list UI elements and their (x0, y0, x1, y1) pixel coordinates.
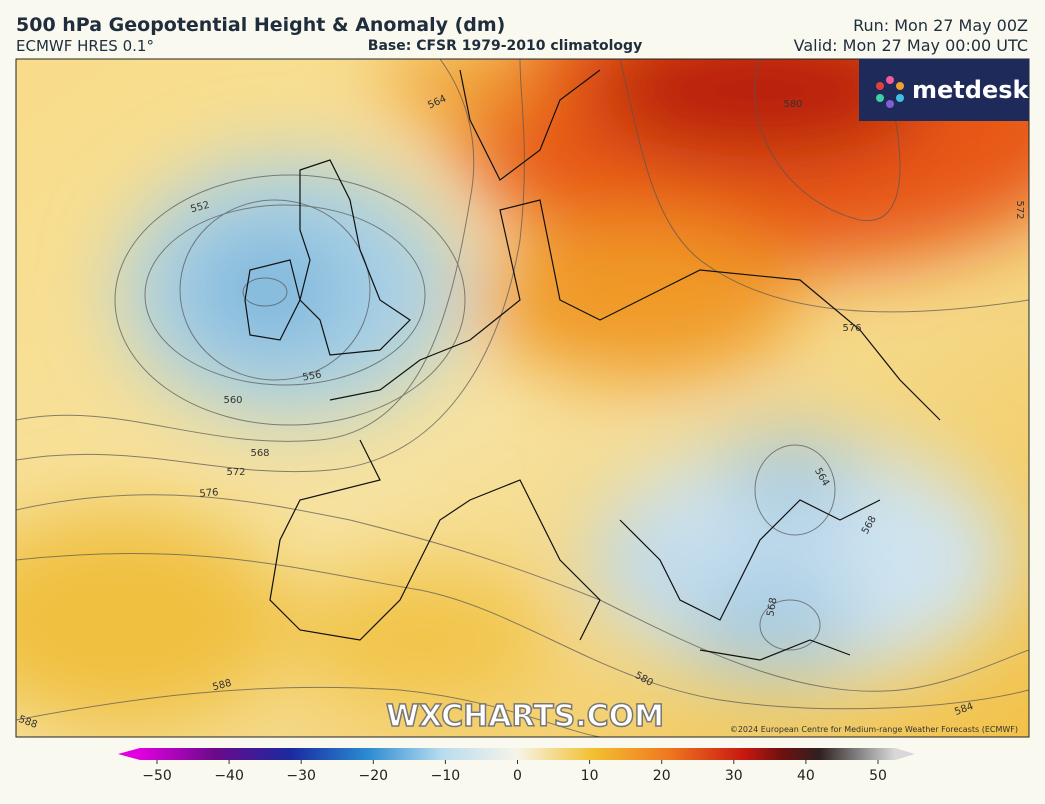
title: 500 hPa Geopotential Height & Anomaly (d… (16, 14, 505, 36)
colorbar-tick-label: −50 (142, 768, 172, 784)
colorbar-min-arrow (118, 748, 140, 760)
logo-icon (876, 76, 904, 108)
colorbar-tick-label: 20 (653, 768, 671, 784)
valid: Valid: Mon 27 May 00:00 UTC (794, 36, 1028, 55)
colorbar-tick-label: −30 (286, 768, 316, 784)
contour-label: 556 (302, 369, 323, 383)
model: ECMWF HRES 0.1° (16, 37, 154, 55)
colorbar: −50 −40 −30 −20 −10 0 10 20 30 40 50 (118, 748, 915, 784)
contour-label: 560 (223, 395, 242, 406)
logo-box (859, 59, 1029, 121)
colorbar-tick-label: 30 (725, 768, 743, 784)
colorbar-tick-label: −20 (359, 768, 389, 784)
colorbar-max-arrow (895, 748, 915, 760)
colorbar-tick-label: 0 (513, 768, 522, 784)
contour-label: 572 (226, 467, 245, 478)
contour-label: 588 (211, 678, 232, 694)
contour-label: 576 (842, 323, 861, 334)
base: Base: CFSR 1979-2010 climatology (368, 38, 642, 54)
watermark: WXCHARTS.COM (386, 699, 664, 734)
colorbar-bar (140, 748, 895, 760)
colorbar-tick-label: −10 (431, 768, 461, 784)
copyright: ©2024 European Centre for Medium-range W… (730, 725, 1018, 734)
contour-label: 576 (199, 487, 219, 500)
colorbar-tick-label: 10 (581, 768, 599, 784)
contour-label: 568 (250, 448, 269, 459)
contour-label: 572 (1014, 200, 1025, 219)
contour-label: 568 (765, 597, 779, 618)
colorbar-tick-label: 40 (797, 768, 815, 784)
map (16, 59, 1029, 737)
colorbar-tick-label: −40 (214, 768, 244, 784)
contour-label: 580 (783, 99, 802, 110)
colorbar-tick-label: 50 (869, 768, 887, 784)
run: Run: Mon 27 May 00Z (853, 16, 1028, 35)
contour-label: 552 (189, 200, 210, 216)
logo: metdesk (912, 76, 1030, 104)
map-frame (15, 58, 1030, 738)
